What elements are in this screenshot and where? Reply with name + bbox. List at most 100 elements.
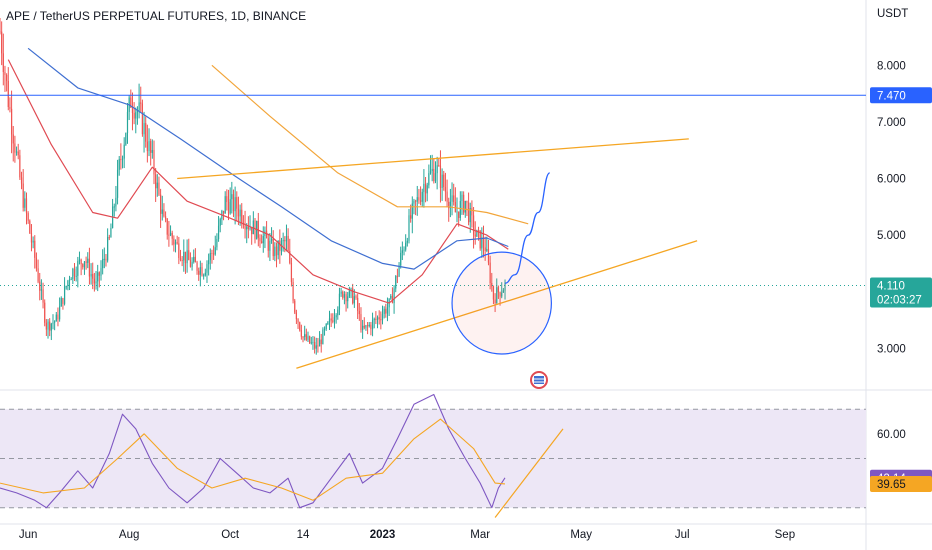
date-tick-label: 2023 xyxy=(370,529,396,541)
candle xyxy=(317,337,319,353)
candle-body xyxy=(381,313,384,321)
candle-body xyxy=(194,256,196,263)
candle-body xyxy=(80,259,82,265)
candle xyxy=(340,287,342,297)
candle-body xyxy=(434,173,437,182)
candle xyxy=(345,291,347,312)
candle xyxy=(328,310,331,330)
candle-body xyxy=(189,260,192,267)
candle xyxy=(163,203,165,218)
candle xyxy=(335,313,337,324)
candle xyxy=(274,242,276,262)
candle xyxy=(294,298,296,315)
candle xyxy=(415,199,417,216)
candle xyxy=(135,107,137,134)
candle xyxy=(270,227,273,244)
candle xyxy=(17,143,19,160)
candle-body xyxy=(325,323,327,329)
flag-icon-field xyxy=(534,376,544,384)
candle xyxy=(368,322,370,328)
candle xyxy=(186,239,188,273)
candle-body xyxy=(103,258,105,260)
candle-body xyxy=(163,209,165,217)
candle-body xyxy=(390,295,392,299)
candle xyxy=(439,150,442,203)
candle-body xyxy=(10,108,13,135)
candle-body xyxy=(164,216,167,219)
candle-body xyxy=(287,235,289,251)
candle xyxy=(357,293,359,319)
candle-body xyxy=(335,315,337,318)
candle xyxy=(469,202,471,233)
candle-body xyxy=(211,253,213,255)
candle xyxy=(179,249,182,262)
candle-body xyxy=(216,238,218,248)
candle xyxy=(438,157,440,167)
candle xyxy=(365,324,367,331)
candle xyxy=(468,192,470,226)
candle-body xyxy=(24,198,26,208)
candle-body xyxy=(294,300,296,313)
candle-body xyxy=(105,258,107,261)
candle-body xyxy=(229,199,231,214)
candle-body xyxy=(44,302,46,323)
candle xyxy=(153,140,155,185)
candle xyxy=(487,239,490,266)
candle xyxy=(352,283,354,305)
candle-body xyxy=(55,314,57,322)
candle-body xyxy=(108,237,110,239)
candle xyxy=(189,252,192,268)
candle-body xyxy=(77,261,79,276)
candle-body xyxy=(9,107,11,109)
candle xyxy=(44,299,46,327)
candle xyxy=(463,191,465,215)
candle-body xyxy=(143,123,145,135)
candle-body xyxy=(358,310,360,315)
candle-body xyxy=(183,251,185,261)
current-price-badge: 4.110 02:03:27 xyxy=(870,277,932,308)
candle-body xyxy=(133,112,135,119)
candle xyxy=(381,305,384,325)
candle xyxy=(143,111,145,153)
candle-body xyxy=(181,260,183,262)
candle-body xyxy=(236,197,238,209)
candle-body xyxy=(292,282,294,301)
candle-body xyxy=(184,251,187,264)
candle xyxy=(355,294,357,300)
candle-body xyxy=(126,111,129,134)
candle xyxy=(383,306,385,319)
candle xyxy=(466,200,468,217)
candle xyxy=(315,337,317,355)
candle-body xyxy=(330,318,332,321)
candle-body xyxy=(259,237,261,242)
candle-body xyxy=(352,288,354,304)
candle xyxy=(93,272,95,292)
candle-body xyxy=(395,276,397,289)
candle-body xyxy=(72,268,74,280)
candle xyxy=(327,321,329,326)
candle-body xyxy=(504,282,506,291)
candle-body xyxy=(227,202,230,214)
candle-body xyxy=(203,275,205,277)
candle xyxy=(247,216,249,239)
candle-body xyxy=(333,317,336,322)
candle-body xyxy=(78,259,81,262)
candle-body xyxy=(22,183,24,208)
candle xyxy=(242,215,245,229)
candle-body xyxy=(47,321,49,330)
candle-body xyxy=(115,197,117,207)
candle-body xyxy=(385,308,387,314)
candle xyxy=(138,83,140,119)
candle xyxy=(408,208,410,244)
candle-body xyxy=(155,174,157,189)
candle-body xyxy=(368,324,370,327)
candle-body xyxy=(438,165,440,167)
candle-body xyxy=(413,200,415,204)
candle xyxy=(191,257,193,271)
candle-body xyxy=(87,258,89,263)
candle xyxy=(35,252,38,272)
chart-title: APE / TetherUS PERPETUAL FUTURES, 1D, BI… xyxy=(6,9,307,23)
candle xyxy=(214,235,216,256)
candle-body xyxy=(274,246,276,257)
